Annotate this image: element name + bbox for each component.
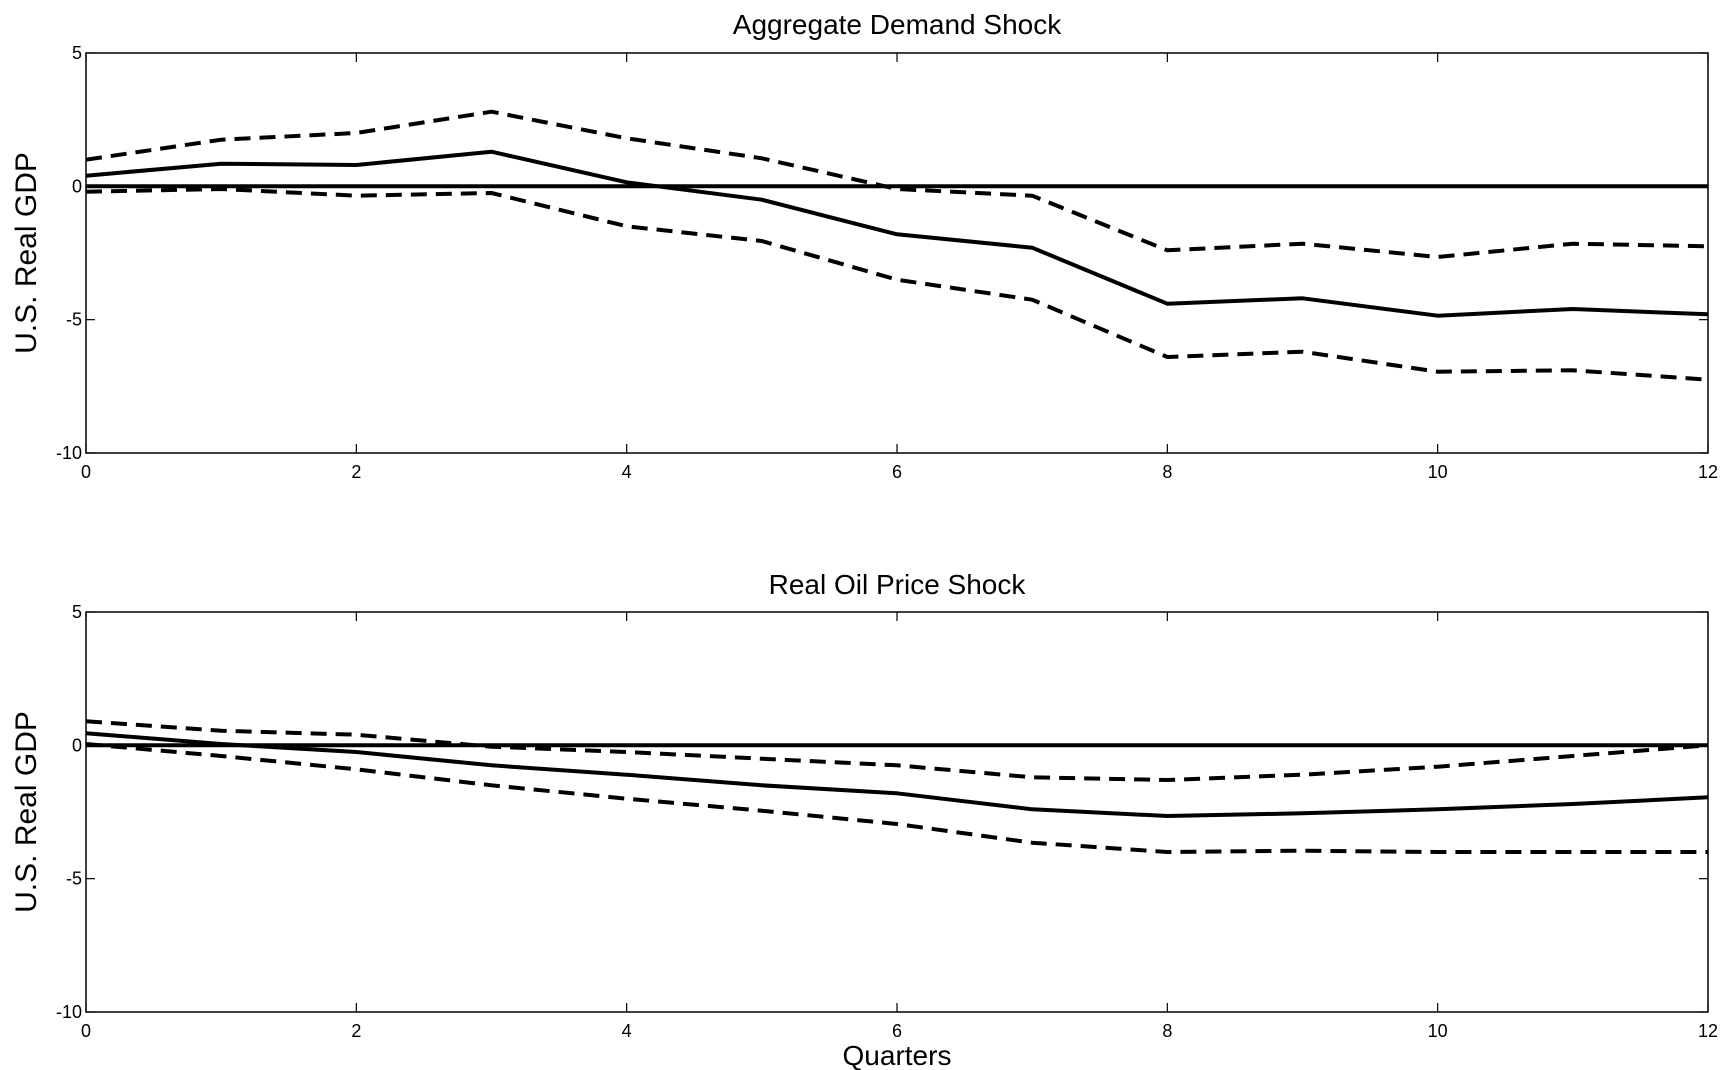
x-tick-label: 10 [1428,1021,1448,1041]
y-axis-label: U.S. Real GDP [10,711,43,913]
x-tick-label: 12 [1698,1021,1718,1041]
chart-title: Real Oil Price Shock [769,569,1027,600]
y-tick-label: 5 [72,602,82,622]
x-tick-label: 6 [892,1021,902,1041]
x-tick-label: 10 [1428,462,1448,482]
x-axis-label: Quarters [843,1040,952,1070]
y-tick-label: -5 [66,310,82,330]
x-tick-label: 6 [892,462,902,482]
series-line-0 [85,149,1709,318]
x-tick-label: 2 [351,462,361,482]
y-axis-label: U.S. Real GDP [10,152,43,354]
x-tick-label: 8 [1162,462,1172,482]
y-tick-label: -10 [56,443,82,463]
x-tick-label: 4 [622,1021,632,1041]
panel-real-oil-price-shock: 0 2 4 6 8 10 12 5 0 -5 -10 Real Oil Price Shock U.S.… [10,569,1718,1070]
y-tick-label: 0 [72,176,82,196]
series-line-1 [85,719,1709,782]
x-tick-label: 0 [81,1021,91,1041]
y-tick-label: 5 [72,43,82,63]
x-tick-label: 12 [1698,462,1718,482]
x-tick-label: 4 [622,462,632,482]
x-tick-label: 8 [1162,1021,1172,1041]
y-tick-label: -5 [66,869,82,889]
panel-aggregate-demand-shock: 0 2 4 6 8 10 12 5 0 -5 -10 Aggregate Demand Shock U.… [10,9,1718,482]
series-line-2 [85,742,1708,854]
y-tick-label: 0 [72,735,82,755]
series-line-0 [85,731,1709,818]
chart-title: Aggregate Demand Shock [733,9,1062,40]
plot-frame [85,611,1709,1013]
y-tick-label: -10 [56,1002,82,1022]
x-tick-label: 0 [81,462,91,482]
series-line-2 [85,187,1709,382]
x-tick-label: 2 [351,1021,361,1041]
